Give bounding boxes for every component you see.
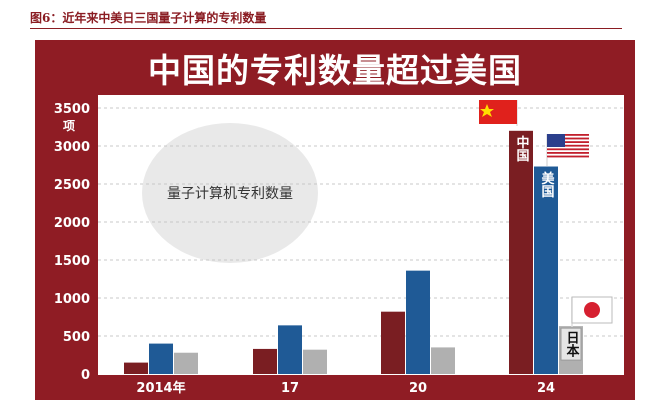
chart-title: 中国的专利数量超过美国 <box>148 51 522 90</box>
flag-stripe <box>547 141 589 143</box>
bar-日本-2 <box>431 347 455 374</box>
flag-canton <box>547 134 565 147</box>
bar-美国-0 <box>149 343 173 374</box>
bar-中国-3 <box>509 130 533 374</box>
y-tick-label: 500 <box>63 330 90 345</box>
x-tick-label: 2014年 <box>136 380 185 396</box>
flag-stripe <box>547 144 589 147</box>
bar-美国-3 <box>534 166 558 374</box>
figure-caption: 图6：近年来中美日三国量子计算的专利数量 <box>30 11 267 25</box>
x-tick-label: 17 <box>281 381 299 396</box>
bar-label: 中国 <box>514 135 530 163</box>
y-tick-label: 3000 <box>54 140 90 155</box>
y-tick-label: 0 <box>81 368 90 383</box>
flag-stripe <box>547 152 589 154</box>
flag-stripe <box>547 134 589 136</box>
y-tick-label: 1500 <box>54 254 90 269</box>
bar-label-box <box>560 327 582 361</box>
y-tick-label: 2500 <box>54 178 90 193</box>
y-tick-label: 2000 <box>54 216 90 231</box>
bar-日本-0 <box>174 352 198 374</box>
bar-label: 美国 <box>539 171 555 199</box>
flag-stripe <box>547 137 589 140</box>
flag-disc <box>584 302 600 318</box>
bar-美国-1 <box>278 325 302 374</box>
y-tick-label: 1000 <box>54 292 90 307</box>
bar-中国-0 <box>124 362 148 374</box>
y-axis-label: 项 <box>63 119 75 133</box>
flag-star <box>480 104 494 117</box>
annotation-bubble <box>142 123 318 263</box>
bar-中国-2 <box>381 311 405 374</box>
bar-中国-1 <box>253 348 277 374</box>
annotation-text: 量子计算机专利数量 <box>167 186 293 202</box>
x-tick-label: 20 <box>409 381 427 396</box>
chart-panel: 中国的专利数量超过美国 量子计算机专利数量 0 500 1000 1500 2000 250… <box>35 40 635 400</box>
caption-rule <box>30 28 622 29</box>
bar-chart: 量子计算机专利数量 0 500 1000 1500 2000 2500 3000 3500 项 20… <box>54 95 624 396</box>
bar-日本-1 <box>303 349 327 374</box>
bar-label: 日本 <box>564 331 580 358</box>
y-tick-label: 3500 <box>54 102 90 117</box>
flag-stripe <box>547 148 589 151</box>
bar-美国-2 <box>406 270 430 374</box>
flag-stripe <box>547 155 589 158</box>
x-tick-label: 24 <box>537 381 555 396</box>
